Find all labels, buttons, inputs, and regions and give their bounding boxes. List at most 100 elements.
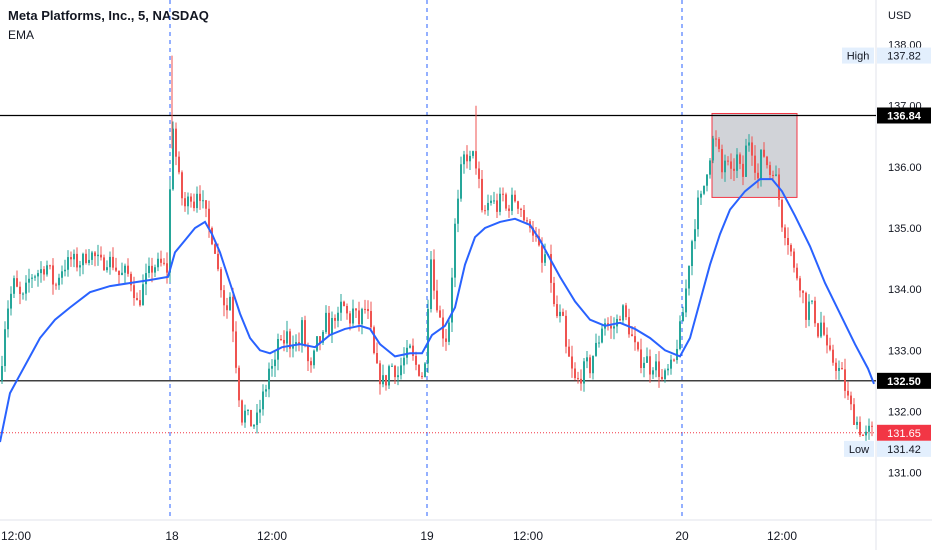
candle [307,342,309,372]
candle-body [589,357,591,374]
candle-body [220,269,222,291]
candle-body [334,317,336,321]
candle-body [352,308,354,324]
candle-body [679,321,681,349]
candle-body [340,301,342,313]
candle [160,250,162,267]
candle-body [109,256,111,268]
candle-body [772,174,774,176]
level-tag-upper: 136.84 [887,110,922,122]
candle-body [817,323,819,337]
candle [13,275,15,298]
candle-body [259,409,261,413]
candle [61,265,63,285]
candle-body [343,301,345,306]
candle-body [460,164,462,199]
candle-body [115,267,117,271]
candle-body [805,292,807,320]
candle [289,328,291,358]
candle-body [484,210,486,212]
candle [403,347,405,374]
candle-body [139,300,141,306]
low-label: Low [849,444,869,456]
candle-body [541,245,543,263]
candle-body [187,196,189,207]
candle-body [148,265,150,274]
candle [460,156,462,202]
candle [646,347,648,363]
candle [787,227,789,255]
candle [139,290,141,307]
candle [802,290,804,304]
candle-body [421,375,423,377]
candle [70,251,72,267]
candle [253,423,255,430]
candle-body [118,270,120,276]
candle [178,151,180,175]
candle-body [202,200,204,202]
candle-body [457,198,459,224]
candle [331,311,333,343]
candle-body [691,241,693,267]
candle-body [301,320,303,346]
candle-body [469,155,471,162]
x-tick-label: 20 [675,529,689,543]
candle-body [868,425,870,432]
candle [388,364,390,390]
candle-body [151,265,153,273]
candle-body [121,272,123,276]
candle [490,195,492,206]
candle [223,285,225,317]
y-tick-label: 131.00 [888,468,922,480]
candle-body [709,160,711,175]
candle-body [88,259,90,263]
candle [577,371,579,384]
candle-body [244,410,246,423]
candle-body [370,311,372,328]
candle-body [217,253,219,270]
candle [805,291,807,328]
candle-body [580,378,582,384]
candle [661,368,663,381]
candle [643,357,645,378]
candle [343,300,345,307]
candle [463,150,465,174]
candle [190,193,192,208]
candle-body [184,198,186,207]
candle-body [526,220,528,222]
candle [847,381,849,400]
candle-body [643,362,645,369]
candle [406,339,408,365]
candle-body [385,375,387,386]
candle-body [331,317,333,335]
candle [208,200,210,238]
candle [187,192,189,215]
candle [742,155,744,186]
candle [751,136,753,166]
candle [517,200,519,215]
candle-body [418,364,420,376]
candle [10,286,12,316]
high-value-bg [877,47,931,64]
candle [607,317,609,331]
candle-body [76,253,78,268]
candle [796,263,798,281]
candle [502,187,504,202]
candle [127,258,129,277]
candle-body [286,331,288,344]
candle [271,359,273,377]
candle-body [112,256,114,268]
candle [172,121,174,191]
candle-body [562,311,564,316]
candle-body [97,254,99,257]
candle-body [400,365,402,376]
candle [421,372,423,380]
candle [256,404,258,434]
x-tick-label: 12:00 [767,529,797,543]
candle [121,262,123,276]
candle-body [322,331,324,343]
candle-body [166,263,168,273]
x-tick-label: 12:00 [257,529,287,543]
candle [766,155,768,169]
